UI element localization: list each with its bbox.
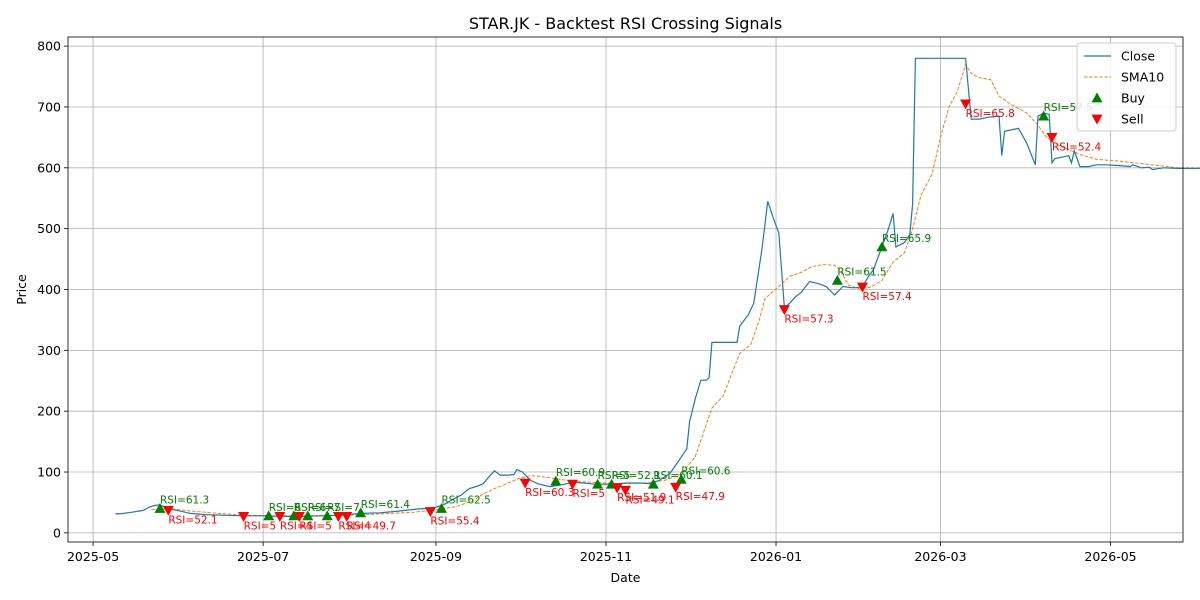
sell-marker xyxy=(1046,132,1058,143)
y-tick-label: 500 xyxy=(37,221,61,236)
y-tick-label: 400 xyxy=(37,282,61,297)
buy-marker xyxy=(831,274,843,285)
buy-marker xyxy=(675,473,687,484)
buy-annotation: RSI=60.1 xyxy=(653,470,702,482)
sell-marker xyxy=(567,479,579,490)
buy-annotation: RSI=6 xyxy=(294,502,327,514)
sell-annotation: RSI=5 xyxy=(299,520,332,532)
x-tick-label: 2025-05 xyxy=(67,549,119,564)
buy-annotation: RSI=61.3 xyxy=(160,495,209,507)
sell-annotation: RSI=52.4 xyxy=(1052,141,1102,153)
x-tick-label: 2026-05 xyxy=(1084,549,1136,564)
buy-marker xyxy=(154,503,166,513)
close-line xyxy=(115,57,1200,517)
buy-annotation: RSI=52.1 xyxy=(612,470,661,482)
legend-label-sma: SMA10 xyxy=(1121,70,1164,85)
x-axis-label: Date xyxy=(611,570,641,585)
sell-marker xyxy=(341,512,353,522)
x-tick-label: 2026-01 xyxy=(750,549,802,564)
sell-marker xyxy=(162,505,174,516)
legend-label-sell: Sell xyxy=(1121,112,1144,127)
sell-annotation: RSI=47.9 xyxy=(676,491,725,503)
buy-annotation: RSI=61.5 xyxy=(837,266,886,278)
y-tick-label: 600 xyxy=(37,160,61,175)
grid xyxy=(68,37,1183,542)
sell-annotation: RSI=4 xyxy=(338,520,371,532)
sell-annotation: RSI=4 xyxy=(280,520,313,532)
sell-marker xyxy=(620,485,631,496)
x-tick-label: 2025-07 xyxy=(237,549,289,564)
sell-marker xyxy=(611,483,623,494)
y-tick-label: 200 xyxy=(37,404,61,419)
buy-marker xyxy=(876,241,888,252)
buy-annotation: RSI=60.6 xyxy=(681,465,731,477)
axis-ticks: 2025-05 2025-07 2025-09 2025-11 2026-01 2026-… xyxy=(37,39,1137,564)
buy-annotation: RSI=6 xyxy=(269,502,302,514)
x-tick-label: 2026-03 xyxy=(914,549,966,564)
sell-annotation: RSI=57.3 xyxy=(784,314,833,326)
sell-annotation: RSI=49.7 xyxy=(347,520,396,532)
sell-marker xyxy=(778,305,790,316)
legend-sell-swatch xyxy=(1091,114,1103,125)
sell-annotation: RSI=60.3 xyxy=(525,487,574,499)
sell-marker xyxy=(332,512,344,522)
sell-marker xyxy=(960,99,972,110)
sell-annotation: RSI=51.9 xyxy=(617,492,666,504)
y-tick-label: 0 xyxy=(53,525,61,540)
legend-label-close: Close xyxy=(1121,49,1155,64)
plot-area xyxy=(115,57,1200,517)
x-tick-label: 2025-11 xyxy=(580,549,632,564)
y-tick-label: 100 xyxy=(37,465,61,480)
x-tick-label: 2025-09 xyxy=(410,549,462,564)
buy-annotation: RSI=7 xyxy=(308,502,341,514)
y-tick-label: 300 xyxy=(37,343,61,358)
sell-marker xyxy=(274,512,286,522)
buy-marker xyxy=(436,503,448,513)
sell-marker xyxy=(293,512,305,522)
buy-marker xyxy=(263,510,275,521)
legend-label-buy: Buy xyxy=(1121,91,1145,106)
sell-annotation: RSI=55.4 xyxy=(430,516,480,528)
buy-annotation: RSI=62.5 xyxy=(442,495,491,507)
buy-annotation: RSI=5 xyxy=(598,470,631,482)
sell-annotation: RSI=65.8 xyxy=(966,108,1015,120)
sell-annotation: RSI=52.1 xyxy=(168,514,217,526)
y-tick-label: 700 xyxy=(37,99,61,114)
chart-title: STAR.JK - Backtest RSI Crossing Signals xyxy=(469,14,782,33)
sell-annotation: RSI=49.1 xyxy=(626,494,675,506)
sell-marker xyxy=(856,282,868,293)
buy-annotation: RSI=7 xyxy=(327,502,360,514)
sma10-line xyxy=(151,63,1200,517)
buy-annotation: RSI=61.4 xyxy=(361,499,411,511)
sell-annotation: RSI=5 xyxy=(573,488,606,500)
buy-marker xyxy=(1038,110,1050,121)
sell-marker xyxy=(424,507,436,518)
buy-marker xyxy=(321,510,333,521)
y-tick-label: 800 xyxy=(37,39,61,54)
buy-marker xyxy=(592,478,604,489)
buy-marker xyxy=(647,478,659,489)
buy-annotation: RSI=65.9 xyxy=(882,233,931,245)
legend: Close SMA10 Buy Sell xyxy=(1076,42,1177,132)
buy-marker xyxy=(355,507,367,518)
buy-marker xyxy=(550,475,562,486)
legend-box xyxy=(1076,42,1177,132)
sell-annotation: RSI=5 xyxy=(244,520,277,532)
sell-marker xyxy=(519,478,531,489)
y-axis-label: Price xyxy=(14,274,29,305)
sell-marker xyxy=(670,482,682,493)
buy-marker xyxy=(302,510,314,521)
sell-annotation: RSI=57.4 xyxy=(862,291,912,303)
legend-buy-swatch xyxy=(1091,92,1103,103)
buy-marker xyxy=(288,510,300,521)
sell-marker xyxy=(238,512,250,522)
buy-annotation: RSI=60.9 xyxy=(556,467,605,479)
